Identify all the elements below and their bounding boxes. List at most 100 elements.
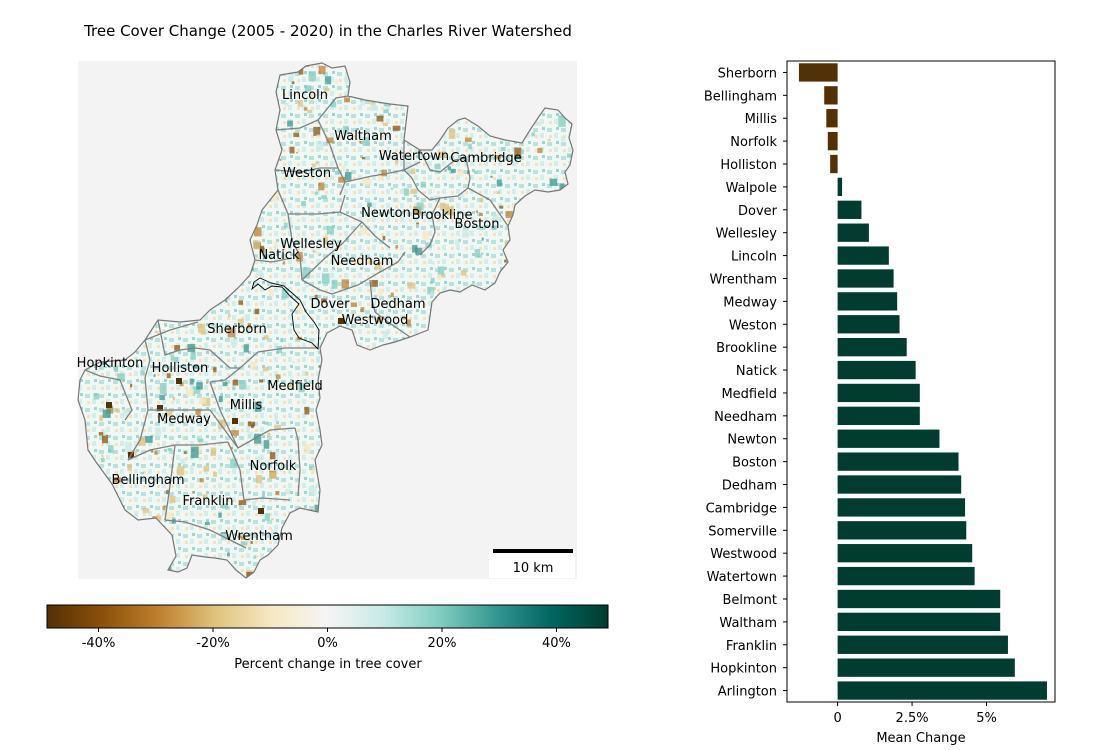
- town-border: [294, 427, 301, 497]
- bar-walpole: [837, 177, 843, 197]
- town-label-sherborn: Sherborn: [207, 322, 266, 337]
- bar-cambridge: [837, 498, 966, 517]
- category-label-millis: Millis: [745, 112, 778, 127]
- category-label-newton: Newton: [727, 433, 777, 448]
- town-label-cambridge: Cambridge: [450, 151, 521, 166]
- town-label-weston: Weston: [283, 166, 331, 181]
- category-label-holliston: Holliston: [720, 158, 777, 173]
- bar-boston: [837, 452, 959, 471]
- category-label-weston: Weston: [729, 318, 777, 333]
- category-label-sherborn: Sherborn: [718, 66, 777, 81]
- category-label-lincoln: Lincoln: [731, 250, 777, 265]
- map-panel: Lincoln Waltham Watertown Cambridge Weston Ne…: [46, 61, 609, 672]
- town-border: [148, 409, 239, 449]
- town-label-boston: Boston: [455, 217, 500, 232]
- town-label-lincoln: Lincoln: [282, 88, 328, 103]
- town-label-wrentham: Wrentham: [225, 529, 293, 544]
- town-border: [164, 444, 176, 521]
- colorbar-ticks: -40% -20% 0% 20% 40%: [82, 628, 571, 651]
- bar-brookline: [837, 338, 907, 357]
- town-label-bellingham: Bellingham: [111, 473, 184, 488]
- category-label-dover: Dover: [738, 204, 778, 219]
- town-border: [339, 211, 391, 249]
- colorbar-tick-label: 40%: [542, 636, 571, 651]
- bar-wellesley: [837, 223, 869, 242]
- category-label-watertown: Watertown: [707, 570, 777, 585]
- bar-medfield: [837, 383, 920, 403]
- category-label-cambridge: Cambridge: [706, 501, 777, 516]
- town-border: [209, 381, 296, 449]
- town-border: [369, 279, 411, 338]
- town-label-medfield: Medfield: [267, 379, 323, 394]
- map-title: Tree Cover Change (2005 - 2020) in the C…: [84, 22, 572, 40]
- bar-natick: [837, 360, 916, 380]
- category-label-arlington: Arlington: [718, 685, 777, 700]
- colorbar-label: Percent change in tree cover: [234, 657, 422, 672]
- town-label-newton: Newton: [361, 206, 411, 221]
- town-label-holliston: Holliston: [152, 361, 209, 376]
- category-label-franklin: Franklin: [726, 639, 777, 654]
- scale-bar-box: [489, 549, 575, 578]
- town-border: [419, 149, 467, 173]
- natick-black-outline: [251, 277, 320, 351]
- x-tick-label: 5%: [976, 711, 997, 726]
- town-border: [274, 167, 338, 173]
- town-border: [419, 197, 441, 256]
- town-label-watertown: Watertown: [379, 149, 449, 164]
- bar-westwood: [837, 544, 973, 563]
- town-border: [465, 157, 471, 189]
- category-label-wrentham: Wrentham: [709, 272, 777, 287]
- town-border: [239, 347, 318, 369]
- bar-sherborn: [798, 63, 838, 82]
- town-borders: [84, 95, 509, 549]
- category-label-medway: Medway: [723, 295, 777, 310]
- town-border: [287, 213, 303, 281]
- bar-lincoln: [837, 246, 889, 265]
- category-label-belmont: Belmont: [723, 593, 777, 608]
- bar-watertown: [837, 566, 975, 586]
- category-label-medfield: Medfield: [721, 387, 777, 402]
- colorbar-tick-label: -40%: [82, 636, 116, 651]
- category-label-walpole: Walpole: [726, 181, 777, 196]
- town-border: [157, 319, 240, 369]
- colorbar-tick-label: -20%: [196, 636, 230, 651]
- town-label-medway: Medway: [157, 412, 211, 427]
- town-border: [227, 441, 291, 501]
- bar-x-axis-label: Mean Change: [876, 731, 965, 746]
- category-label-boston: Boston: [732, 456, 777, 471]
- bar-x-ticks: 0 2.5% 5%: [833, 702, 997, 726]
- category-label-natick: Natick: [736, 364, 778, 379]
- bar-arlington: [837, 681, 1047, 700]
- town-border: [411, 177, 469, 201]
- town-label-norfolk: Norfolk: [250, 459, 297, 474]
- town-border: [254, 257, 293, 263]
- bar-wrentham: [837, 269, 894, 288]
- town-label-wellesley: Wellesley: [280, 237, 342, 252]
- category-label-bellingham: Bellingham: [704, 89, 777, 104]
- colorbar-tick-label: 0%: [317, 636, 338, 651]
- category-label-waltham: Waltham: [719, 616, 777, 631]
- bar-norfolk: [827, 131, 838, 151]
- town-border: [127, 339, 151, 461]
- bar-needham: [837, 406, 920, 425]
- town-border: [344, 161, 421, 183]
- bar-waltham: [837, 612, 1001, 632]
- town-label-natick: Natick: [258, 248, 300, 263]
- bar-holliston: [830, 154, 838, 174]
- bar-belmont: [837, 589, 1001, 609]
- scale-bar-label: 10 km: [513, 561, 554, 576]
- town-label-brookline: Brookline: [412, 208, 473, 223]
- category-label-hopkinton: Hopkinton: [710, 662, 777, 677]
- category-label-dedham: Dedham: [722, 479, 777, 494]
- bar-medway: [837, 292, 898, 311]
- category-label-wellesley: Wellesley: [716, 227, 778, 242]
- town-border: [403, 140, 413, 179]
- x-tick-label: 2.5%: [896, 711, 929, 726]
- town-border: [467, 187, 509, 227]
- town-label-dover: Dover: [311, 297, 351, 312]
- bar-category-labels: Sherborn Bellingham Millis Norfolk Holliston…: [704, 66, 787, 700]
- bar-bellingham: [824, 86, 838, 105]
- town-border: [301, 251, 406, 295]
